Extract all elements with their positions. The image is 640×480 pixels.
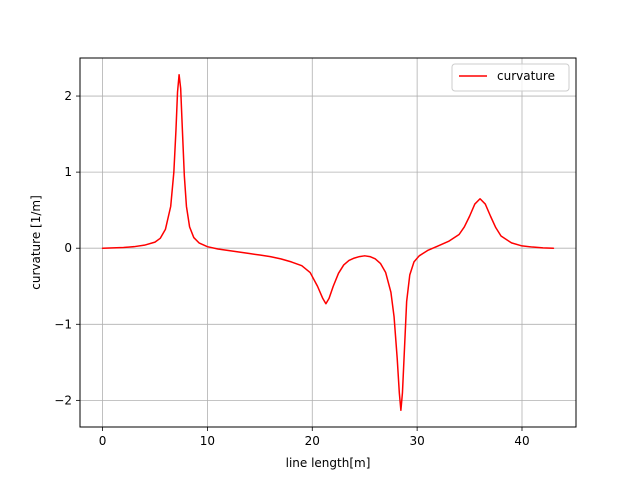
legend-box: [451, 63, 570, 92]
y-tick-label: −2: [54, 393, 72, 407]
x-tick-label: 10: [200, 434, 215, 448]
y-tick-label: 1: [64, 165, 72, 179]
x-tick-label: 40: [514, 434, 529, 448]
legend-label-curvature: curvature: [497, 69, 555, 83]
ticks: 0 10 20 30 40 −2 −1 0 1 2: [54, 89, 529, 448]
x-tick-label: 0: [99, 434, 107, 448]
plot-frame: [79, 57, 577, 428]
legend: curvature: [451, 63, 570, 92]
x-axis-label: line length[m]: [286, 456, 371, 470]
series-layer: [101, 73, 555, 412]
y-tick-label: 0: [64, 241, 72, 255]
grid: [80, 58, 576, 427]
x-tick-label: 30: [409, 434, 424, 448]
y-axis-label: curvature [1/m]: [29, 195, 43, 290]
y-tick-label: 2: [64, 89, 72, 103]
x-tick-label: 20: [305, 434, 320, 448]
plot-area: [80, 58, 576, 427]
series-line-curvature: [101, 73, 555, 412]
y-tick-label: −1: [54, 317, 72, 331]
